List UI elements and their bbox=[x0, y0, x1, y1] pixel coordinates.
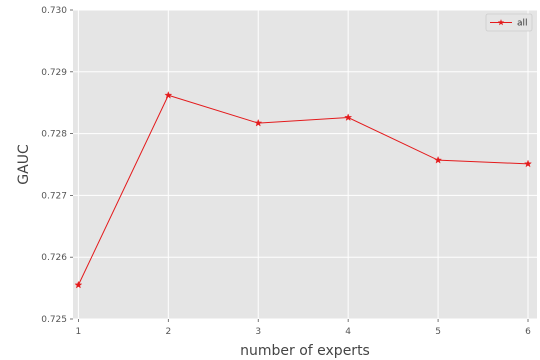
data-point-star bbox=[434, 155, 443, 164]
y-tick-label: 0.730 bbox=[41, 6, 67, 16]
data-point-star bbox=[164, 91, 173, 99]
series-line-all bbox=[77, 94, 529, 286]
y-tick-label: 0.726 bbox=[41, 253, 67, 263]
x-tick-label: 4 bbox=[345, 327, 351, 337]
legend-label-all: all bbox=[517, 19, 528, 29]
x-axis-label: number of experts bbox=[240, 343, 370, 359]
series-layer bbox=[74, 91, 532, 289]
x-tick-label: 1 bbox=[76, 327, 82, 337]
data-point-star bbox=[74, 280, 83, 289]
tick-layer: 1 2 3 4 5 6 0.725 0.726 0.727 0.728 0.729 0.730 bbox=[41, 6, 531, 337]
data-point-star bbox=[254, 118, 263, 127]
x-tick-label: 2 bbox=[165, 327, 171, 337]
plot-area bbox=[73, 10, 537, 319]
data-point-star bbox=[344, 113, 353, 121]
legend-star-marker bbox=[497, 19, 505, 26]
y-axis-label: GAUC bbox=[16, 144, 32, 185]
data-point-star bbox=[524, 159, 532, 168]
legend: all bbox=[485, 13, 533, 32]
y-tick-label: 0.728 bbox=[41, 130, 67, 140]
y-tick-label: 0.727 bbox=[41, 191, 67, 201]
x-tick-label: 3 bbox=[255, 327, 261, 337]
x-tick-label: 6 bbox=[525, 327, 531, 337]
y-tick-label: 0.729 bbox=[41, 68, 67, 78]
x-tick-label: 5 bbox=[435, 327, 441, 337]
y-tick-label: 0.725 bbox=[41, 315, 67, 325]
